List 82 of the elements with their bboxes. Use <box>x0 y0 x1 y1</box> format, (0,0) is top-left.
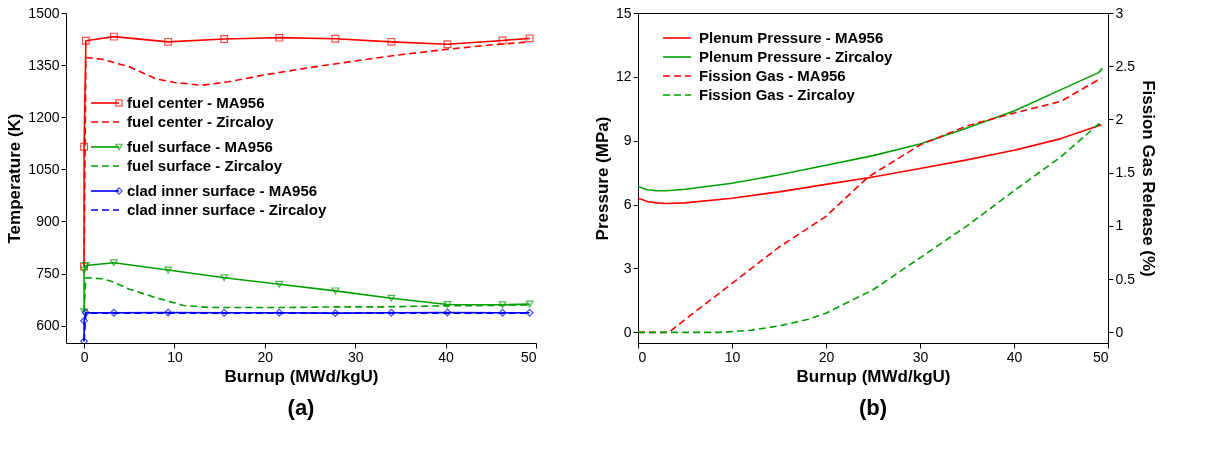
line-series <box>638 120 1103 334</box>
point <box>387 294 396 302</box>
legend-label: Plenum Pressure - Zircaloy <box>699 48 894 65</box>
legend-label: fuel surface - MA956 <box>127 138 273 155</box>
x-axis-title: Burnup (MWd/kgU) <box>224 366 379 386</box>
point <box>498 308 507 317</box>
point <box>164 37 173 46</box>
legend-label: fuel surface - Zircaloy <box>127 157 283 174</box>
point <box>164 266 173 274</box>
line-series <box>638 67 1104 192</box>
y-tick-label: 12 <box>615 68 632 85</box>
y-tick-label: 9 <box>623 132 632 149</box>
y-axis-title: Temperature (K) <box>5 113 25 244</box>
y-tick-label: 600 <box>36 317 60 334</box>
y-tick-label: 900 <box>36 212 60 229</box>
x-tick-label: 20 <box>818 348 835 365</box>
y2-tick-label: 2 <box>1115 110 1124 127</box>
point <box>275 33 284 42</box>
y-tick-label: 3 <box>623 259 632 276</box>
legend-label: clad inner surface - MA956 <box>127 182 318 199</box>
legend-label: Fission Gas - Zircaloy <box>699 86 856 103</box>
x-tick-label: 50 <box>520 348 537 365</box>
legend-label: fuel center - Zircaloy <box>127 113 275 130</box>
y-tick-label: 1050 <box>28 160 60 177</box>
point <box>387 308 396 317</box>
legend-label: fuel center - MA956 <box>127 94 265 111</box>
x-tick-label: 20 <box>257 348 274 365</box>
y2-axis-title: Fission Gas Release (%) <box>1138 80 1158 277</box>
point <box>220 308 229 317</box>
x-tick-label: 10 <box>724 348 741 365</box>
point <box>331 34 340 43</box>
point <box>525 300 534 308</box>
point <box>331 287 340 295</box>
point <box>80 316 89 325</box>
point <box>220 274 229 282</box>
x-tick-label: 40 <box>1006 348 1023 365</box>
point <box>443 308 452 317</box>
x-tick-label: 0 <box>638 348 647 365</box>
point <box>109 308 118 317</box>
y2-tick-label: 3 <box>1115 4 1124 21</box>
x-tick-label: 50 <box>1092 348 1109 365</box>
legend-label: Fission Gas - MA956 <box>699 67 846 84</box>
point <box>498 301 507 309</box>
y2-tick-label: 2.5 <box>1115 57 1136 74</box>
point <box>109 259 118 267</box>
point <box>81 36 90 45</box>
y-tick-label: 1350 <box>28 56 60 73</box>
point <box>525 34 534 43</box>
y2-tick-label: 0 <box>1115 323 1124 340</box>
point <box>80 142 89 151</box>
x-tick-label: 10 <box>167 348 183 365</box>
point <box>443 40 452 49</box>
y-tick-label: 1200 <box>28 108 60 125</box>
y-axis-title: Pressure (MPa) <box>592 116 612 241</box>
point <box>331 309 340 318</box>
text: (b) <box>858 395 888 420</box>
y2-tick-label: 0.5 <box>1115 270 1136 287</box>
point <box>443 300 452 308</box>
point <box>525 308 534 317</box>
y-tick-label: 0 <box>623 323 632 340</box>
point <box>220 35 229 44</box>
legend-label: Plenum Pressure - MA956 <box>699 29 884 46</box>
x-tick-label: 40 <box>438 348 455 365</box>
point <box>275 280 284 288</box>
y-tick-label: 6 <box>623 196 632 213</box>
x-axis-title: Burnup (MWd/kgU) <box>796 366 951 386</box>
y-tick-label: 1500 <box>28 4 60 21</box>
x-tick-label: 0 <box>80 348 89 365</box>
point <box>80 266 89 274</box>
x-tick-label: 30 <box>347 348 364 365</box>
point <box>164 308 173 317</box>
y-tick-label: 750 <box>36 265 60 282</box>
y-tick-label: 15 <box>615 4 632 21</box>
legend-label: clad inner surface - Zircaloy <box>127 201 327 218</box>
y2-tick-label: 1.5 <box>1115 164 1136 181</box>
x-tick-label: 30 <box>912 348 929 365</box>
text: (a) <box>287 395 315 420</box>
point <box>387 37 396 46</box>
point <box>498 36 507 45</box>
y2-tick-label: 1 <box>1115 217 1124 234</box>
point <box>275 308 284 317</box>
point <box>109 32 118 41</box>
